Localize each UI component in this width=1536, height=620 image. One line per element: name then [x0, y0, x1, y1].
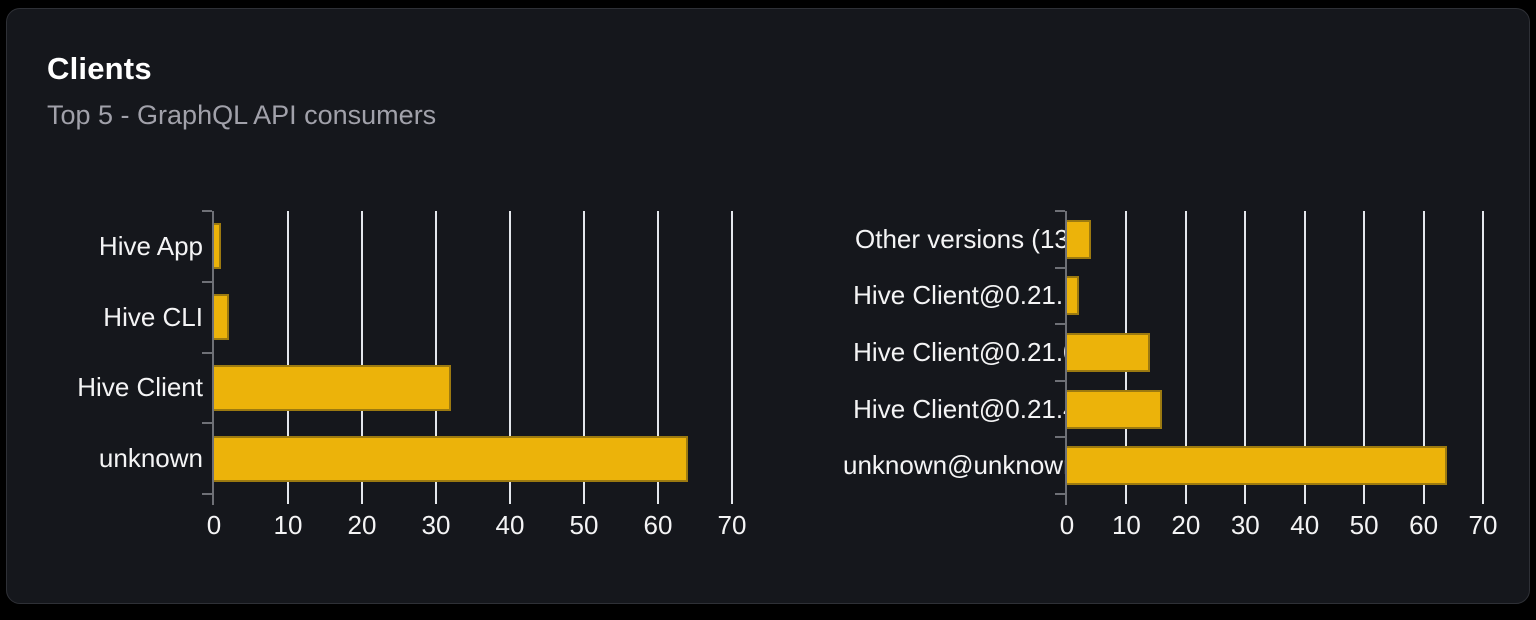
- y-axis-tick: [202, 351, 212, 354]
- x-tick-label: 50: [1349, 510, 1379, 540]
- plot-area: [1055, 210, 1489, 505]
- bar-hive-client-0-21-0[interactable]: [1067, 332, 1151, 372]
- y-axis-foot: [1065, 494, 1067, 505]
- y-axis-tick: [1055, 436, 1065, 439]
- x-tick-label: 50: [569, 510, 599, 540]
- x-tick-label: 40: [495, 510, 525, 540]
- bar-hive-client[interactable]: [214, 364, 451, 411]
- y-axis-category-labels: Hive App Hive CLI Hive Client unknown: [47, 211, 212, 494]
- x-tick-label: 30: [421, 510, 451, 540]
- x-axis-tick: [1422, 494, 1425, 504]
- x-tick-label: 10: [1111, 510, 1141, 540]
- x-axis-tick: [1125, 494, 1128, 504]
- y-axis-category-labels: Other versions (13) Hive Client@0.21.1 Hiv…: [843, 211, 1078, 494]
- card-title: Clients: [47, 51, 152, 86]
- x-axis-tick: [1482, 494, 1484, 504]
- category-label: Hive Client@0.21.1: [853, 280, 1078, 311]
- bar-row: [1067, 437, 1489, 494]
- x-tick-label: 70: [1468, 510, 1498, 540]
- bar-hive-client-0-21-4[interactable]: [1067, 389, 1163, 429]
- category-label: Hive Client: [77, 372, 203, 403]
- category-label: Hive Client@0.21.0: [853, 336, 1078, 367]
- y-axis-tick: [202, 493, 212, 495]
- y-axis-tick: [1055, 266, 1065, 269]
- bar-hive-cli[interactable]: [214, 294, 229, 341]
- gridline: [287, 211, 289, 494]
- category-label: Hive Client@0.21.4: [853, 393, 1078, 424]
- x-tick-label: 30: [1230, 510, 1260, 540]
- x-axis-tick: [435, 494, 437, 504]
- bar-row: [214, 423, 738, 494]
- category-label: unknown: [98, 443, 203, 474]
- clients-card: Clients Top 5 - GraphQL API consumers Hi…: [6, 8, 1530, 604]
- bar-row: [214, 211, 738, 282]
- x-tick-label: 60: [1409, 510, 1439, 540]
- category-label: unknown@unknown: [843, 450, 1078, 481]
- clients-bar-chart: Hive App Hive CLI Hive Client unknown 0 10 20…: [47, 210, 746, 546]
- x-axis-tick: [1303, 494, 1306, 504]
- gridline: [1184, 211, 1187, 494]
- gridline: [1363, 211, 1366, 494]
- gridline: [657, 211, 659, 494]
- x-axis-tick: [657, 494, 659, 504]
- bar-row: [1067, 268, 1489, 325]
- category-label: Other versions (13): [855, 223, 1078, 254]
- y-axis-tick: [202, 280, 212, 283]
- plot-area-wrap: 0 10 20 30 40 50 60 70: [1055, 210, 1497, 546]
- x-tick-label: 10: [273, 510, 303, 540]
- gridline: [361, 211, 363, 494]
- x-axis-tick: [1244, 494, 1247, 504]
- x-axis-tick: [287, 494, 289, 504]
- y-axis-tick: [1055, 379, 1065, 382]
- gridline: [509, 211, 511, 494]
- x-tick-label: 20: [347, 510, 377, 540]
- bar-rows: [214, 211, 738, 494]
- x-axis: 0 10 20 30 40 50 60 70: [1060, 494, 1497, 546]
- gridline: [583, 211, 585, 494]
- y-axis-tick: [1055, 493, 1065, 495]
- bar-unknown-unknown[interactable]: [1067, 446, 1448, 486]
- x-tick-label: 40: [1290, 510, 1320, 540]
- x-axis-tick: [361, 494, 363, 504]
- y-axis-tick: [202, 422, 212, 425]
- bar-row: [214, 282, 738, 353]
- charts-row: Hive App Hive CLI Hive Client unknown 0 10 20…: [47, 210, 1497, 546]
- y-axis-tick: [1055, 210, 1065, 212]
- category-label: Hive App: [98, 230, 203, 261]
- x-tick-label: 0: [1059, 510, 1075, 540]
- card-subtitle: Top 5 - GraphQL API consumers: [47, 100, 437, 130]
- x-tick-label: 60: [643, 510, 673, 540]
- bar-other-versions-13[interactable]: [1067, 219, 1091, 259]
- x-tick-label: 0: [206, 510, 222, 540]
- client-versions-bar-chart: Other versions (13) Hive Client@0.21.1 Hiv…: [843, 210, 1497, 546]
- bar-unknown[interactable]: [214, 435, 688, 482]
- bar-rows: [1067, 211, 1489, 494]
- x-axis: 0 10 20 30 40 50 60 70: [207, 494, 746, 546]
- x-axis-tick: [1363, 494, 1366, 504]
- y-axis-tick: [202, 210, 212, 212]
- x-axis-tick: [509, 494, 511, 504]
- gridline: [1303, 211, 1306, 494]
- plot-area: [202, 210, 738, 505]
- x-axis-tick: [583, 494, 585, 504]
- x-axis-tick: [1184, 494, 1187, 504]
- category-label: Hive CLI: [103, 301, 203, 332]
- bar-row: [1067, 211, 1489, 268]
- plot-area-wrap: 0 10 20 30 40 50 60 70: [202, 210, 746, 546]
- x-tick-label: 20: [1171, 510, 1201, 540]
- bar-row: [214, 353, 738, 424]
- bar-row: [1067, 381, 1489, 438]
- gridline: [1482, 211, 1484, 494]
- gridline: [731, 211, 733, 494]
- x-axis-tick: [731, 494, 733, 504]
- bar-row: [1067, 324, 1489, 381]
- y-axis-tick: [1055, 323, 1065, 326]
- gridline: [435, 211, 437, 494]
- bar-hive-client-0-21-1[interactable]: [1067, 276, 1079, 316]
- bar-hive-app[interactable]: [214, 223, 222, 270]
- gridline: [1422, 211, 1425, 494]
- y-axis-foot: [212, 494, 214, 505]
- gridline: [1244, 211, 1247, 494]
- x-tick-label: 70: [717, 510, 747, 540]
